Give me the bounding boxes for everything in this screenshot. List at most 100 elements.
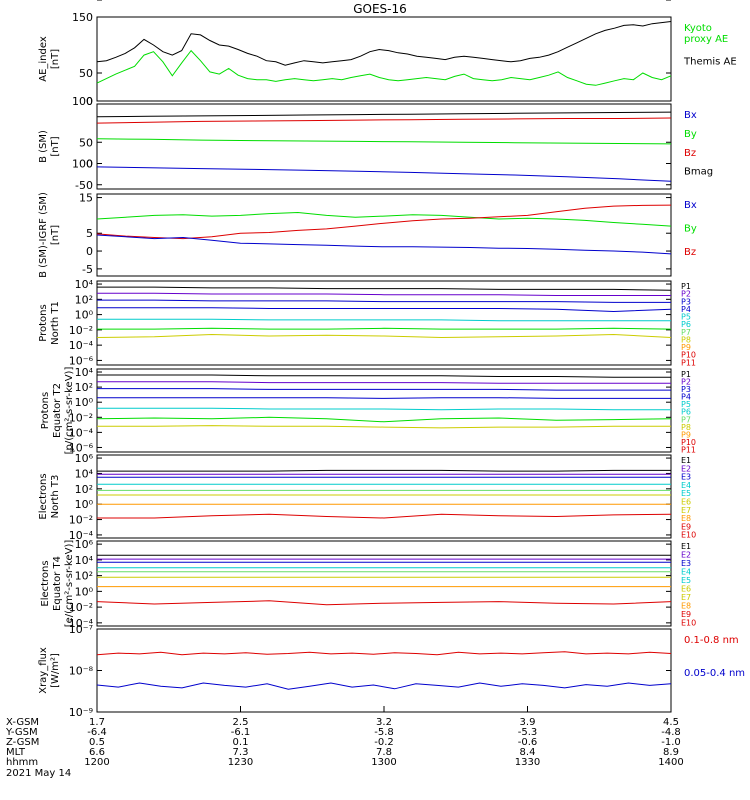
y-axis-label: Protons xyxy=(40,392,51,429)
legend-label: E3 xyxy=(681,473,691,482)
legend-label: E6 xyxy=(681,498,691,507)
y-axis-label: North T1 xyxy=(50,301,61,345)
legend-label: E9 xyxy=(681,610,691,619)
y-axis-label: Electrons xyxy=(38,473,49,519)
y-axis-label: Equator T2 xyxy=(52,383,63,438)
x-info-value: 7.3 xyxy=(233,747,249,758)
y-tick-label: 10⁻⁴ xyxy=(69,529,94,542)
series-line-bz xyxy=(96,204,672,240)
x-info-value: 1.7 xyxy=(89,717,105,728)
y-tick-label: 50 xyxy=(79,136,93,149)
legend-label: P8 xyxy=(681,335,691,344)
legend-label: E3 xyxy=(681,559,691,568)
legend-label: E4 xyxy=(681,481,691,490)
x-info-value: -4.8 xyxy=(661,727,681,738)
legend-label: 0.05-0.4 nm xyxy=(684,668,745,679)
panel-frame xyxy=(96,454,672,539)
x-info-value: 1300 xyxy=(371,757,396,768)
y-tick-label: 100 xyxy=(72,158,93,171)
x-info-value: -0.2 xyxy=(374,737,394,748)
legend-label: E10 xyxy=(681,619,696,628)
legend-label: P6 xyxy=(681,320,691,329)
legend-label: E2 xyxy=(681,464,691,473)
series-line-bz xyxy=(96,117,672,124)
y-tick-label: 0 xyxy=(86,245,93,258)
legend-label: 0.1-0.8 nm xyxy=(684,635,739,646)
y-tick-label: 10⁴ xyxy=(75,366,94,379)
y-tick-label: 100 xyxy=(72,95,93,108)
series-line-p2 xyxy=(97,381,671,384)
x-info-value: 8.4 xyxy=(520,747,536,758)
panel-7: 10⁶ 10⁴ 10² 10⁰ 10⁻² 10⁻⁴ Electrons Equator T4[… xyxy=(40,538,696,630)
y-tick-label: 10 xyxy=(79,0,93,3)
panel-frame xyxy=(96,103,672,190)
y-tick-label: 10⁻² xyxy=(69,411,93,424)
legend-label: P10 xyxy=(681,438,696,447)
legend-label: P6 xyxy=(681,408,691,417)
legend-label: proxy AE xyxy=(684,34,728,45)
panel-8: 10⁻⁷ 10⁻⁸ 10⁻⁹ Xray_flux [W/m²] 0.1-0.8 nm 0.0… xyxy=(38,623,745,719)
x-info-value: -5.3 xyxy=(518,727,538,738)
series-line-p7 xyxy=(97,425,671,429)
y-tick-label: -5 xyxy=(82,263,93,276)
legend-label: E7 xyxy=(681,593,691,602)
panel-frame xyxy=(96,368,672,453)
legend-label: P5 xyxy=(681,313,691,322)
x-info-value: -0.6 xyxy=(518,737,538,748)
y-tick-label: 10⁰ xyxy=(75,585,94,598)
series-line-p3 xyxy=(97,299,671,303)
y-tick-label: 10⁻² xyxy=(69,514,93,527)
legend-label: By xyxy=(684,223,697,234)
series-line-p5 xyxy=(97,318,671,322)
legend-label: E9 xyxy=(681,522,691,531)
legend-label: Bmag xyxy=(684,167,713,178)
legend-label: P1 xyxy=(681,282,691,291)
legend-label: E8 xyxy=(681,514,691,523)
legend-label: P4 xyxy=(681,393,691,402)
legend-label: P11 xyxy=(681,358,696,367)
series-line-0-1-0-8-nm xyxy=(96,651,672,656)
x-info-value: 7.8 xyxy=(376,747,392,758)
x-info-value: 0.1 xyxy=(233,737,249,748)
series-line-0-05-0-4-nm xyxy=(96,682,672,690)
series-line-p3 xyxy=(97,388,671,391)
y-tick-label: 0 xyxy=(86,95,93,108)
y-axis-label: Xray_flux xyxy=(38,647,49,694)
x-info-value: 3.9 xyxy=(520,717,536,728)
series-line-p7 xyxy=(96,333,672,339)
y-tick-label: 10⁻² xyxy=(69,601,93,614)
y-tick-label: 10⁻⁷ xyxy=(69,623,93,636)
x-info-value: -6.4 xyxy=(87,727,107,738)
y-axis-label: B (SM) xyxy=(38,130,49,163)
y-axis-label: [nT] xyxy=(50,136,61,156)
y-tick-label: 0 xyxy=(86,158,93,171)
series-line-p1 xyxy=(97,286,672,291)
y-axis-label: B (SM)-IGRF (SM) xyxy=(38,192,49,278)
legend-label: P9 xyxy=(681,430,691,439)
series-line-e8 xyxy=(96,600,672,606)
x-info-value: 1330 xyxy=(515,757,540,768)
y-tick-label: 10⁻⁴ xyxy=(69,617,94,630)
y-tick-label: 150 xyxy=(72,11,93,24)
legend-label: P8 xyxy=(681,423,691,432)
x-info-row-label: Y-GSM xyxy=(5,727,38,738)
panel-frame xyxy=(96,193,672,277)
panel-frame xyxy=(96,16,672,102)
y-axis-label: [W/m²] xyxy=(50,653,61,688)
y-axis-label: North T3 xyxy=(50,475,61,519)
x-info-value: -5.8 xyxy=(374,727,394,738)
y-tick-label: 10² xyxy=(75,483,93,496)
x-info-value: -6.1 xyxy=(231,727,251,738)
legend-label: P7 xyxy=(681,415,691,424)
y-tick-label: 15 xyxy=(79,192,93,205)
x-info-row-label: Z-GSM xyxy=(6,737,39,748)
y-tick-label: 10² xyxy=(75,293,93,306)
legend-label: P2 xyxy=(681,290,691,299)
y-axis-label: [nT] xyxy=(50,225,61,245)
y-tick-label: 10⁻⁶ xyxy=(69,354,94,367)
y-tick-label: 10⁴ xyxy=(75,554,94,567)
y-axis-label: [e/(cm²-s-sr-keV)] xyxy=(64,540,75,628)
y-tick-label: 5 xyxy=(86,227,93,240)
series-line-themis-ae xyxy=(96,21,672,66)
x-info-value: 1230 xyxy=(228,757,253,768)
